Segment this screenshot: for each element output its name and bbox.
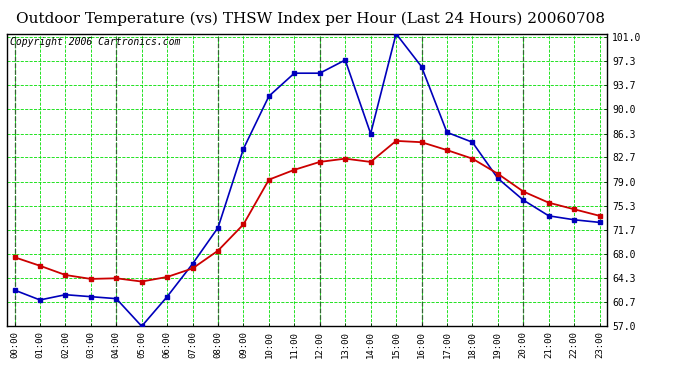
Text: Outdoor Temperature (vs) THSW Index per Hour (Last 24 Hours) 20060708: Outdoor Temperature (vs) THSW Index per … — [16, 11, 605, 26]
Text: Copyright 2006 Cartronics.com: Copyright 2006 Cartronics.com — [10, 37, 180, 46]
